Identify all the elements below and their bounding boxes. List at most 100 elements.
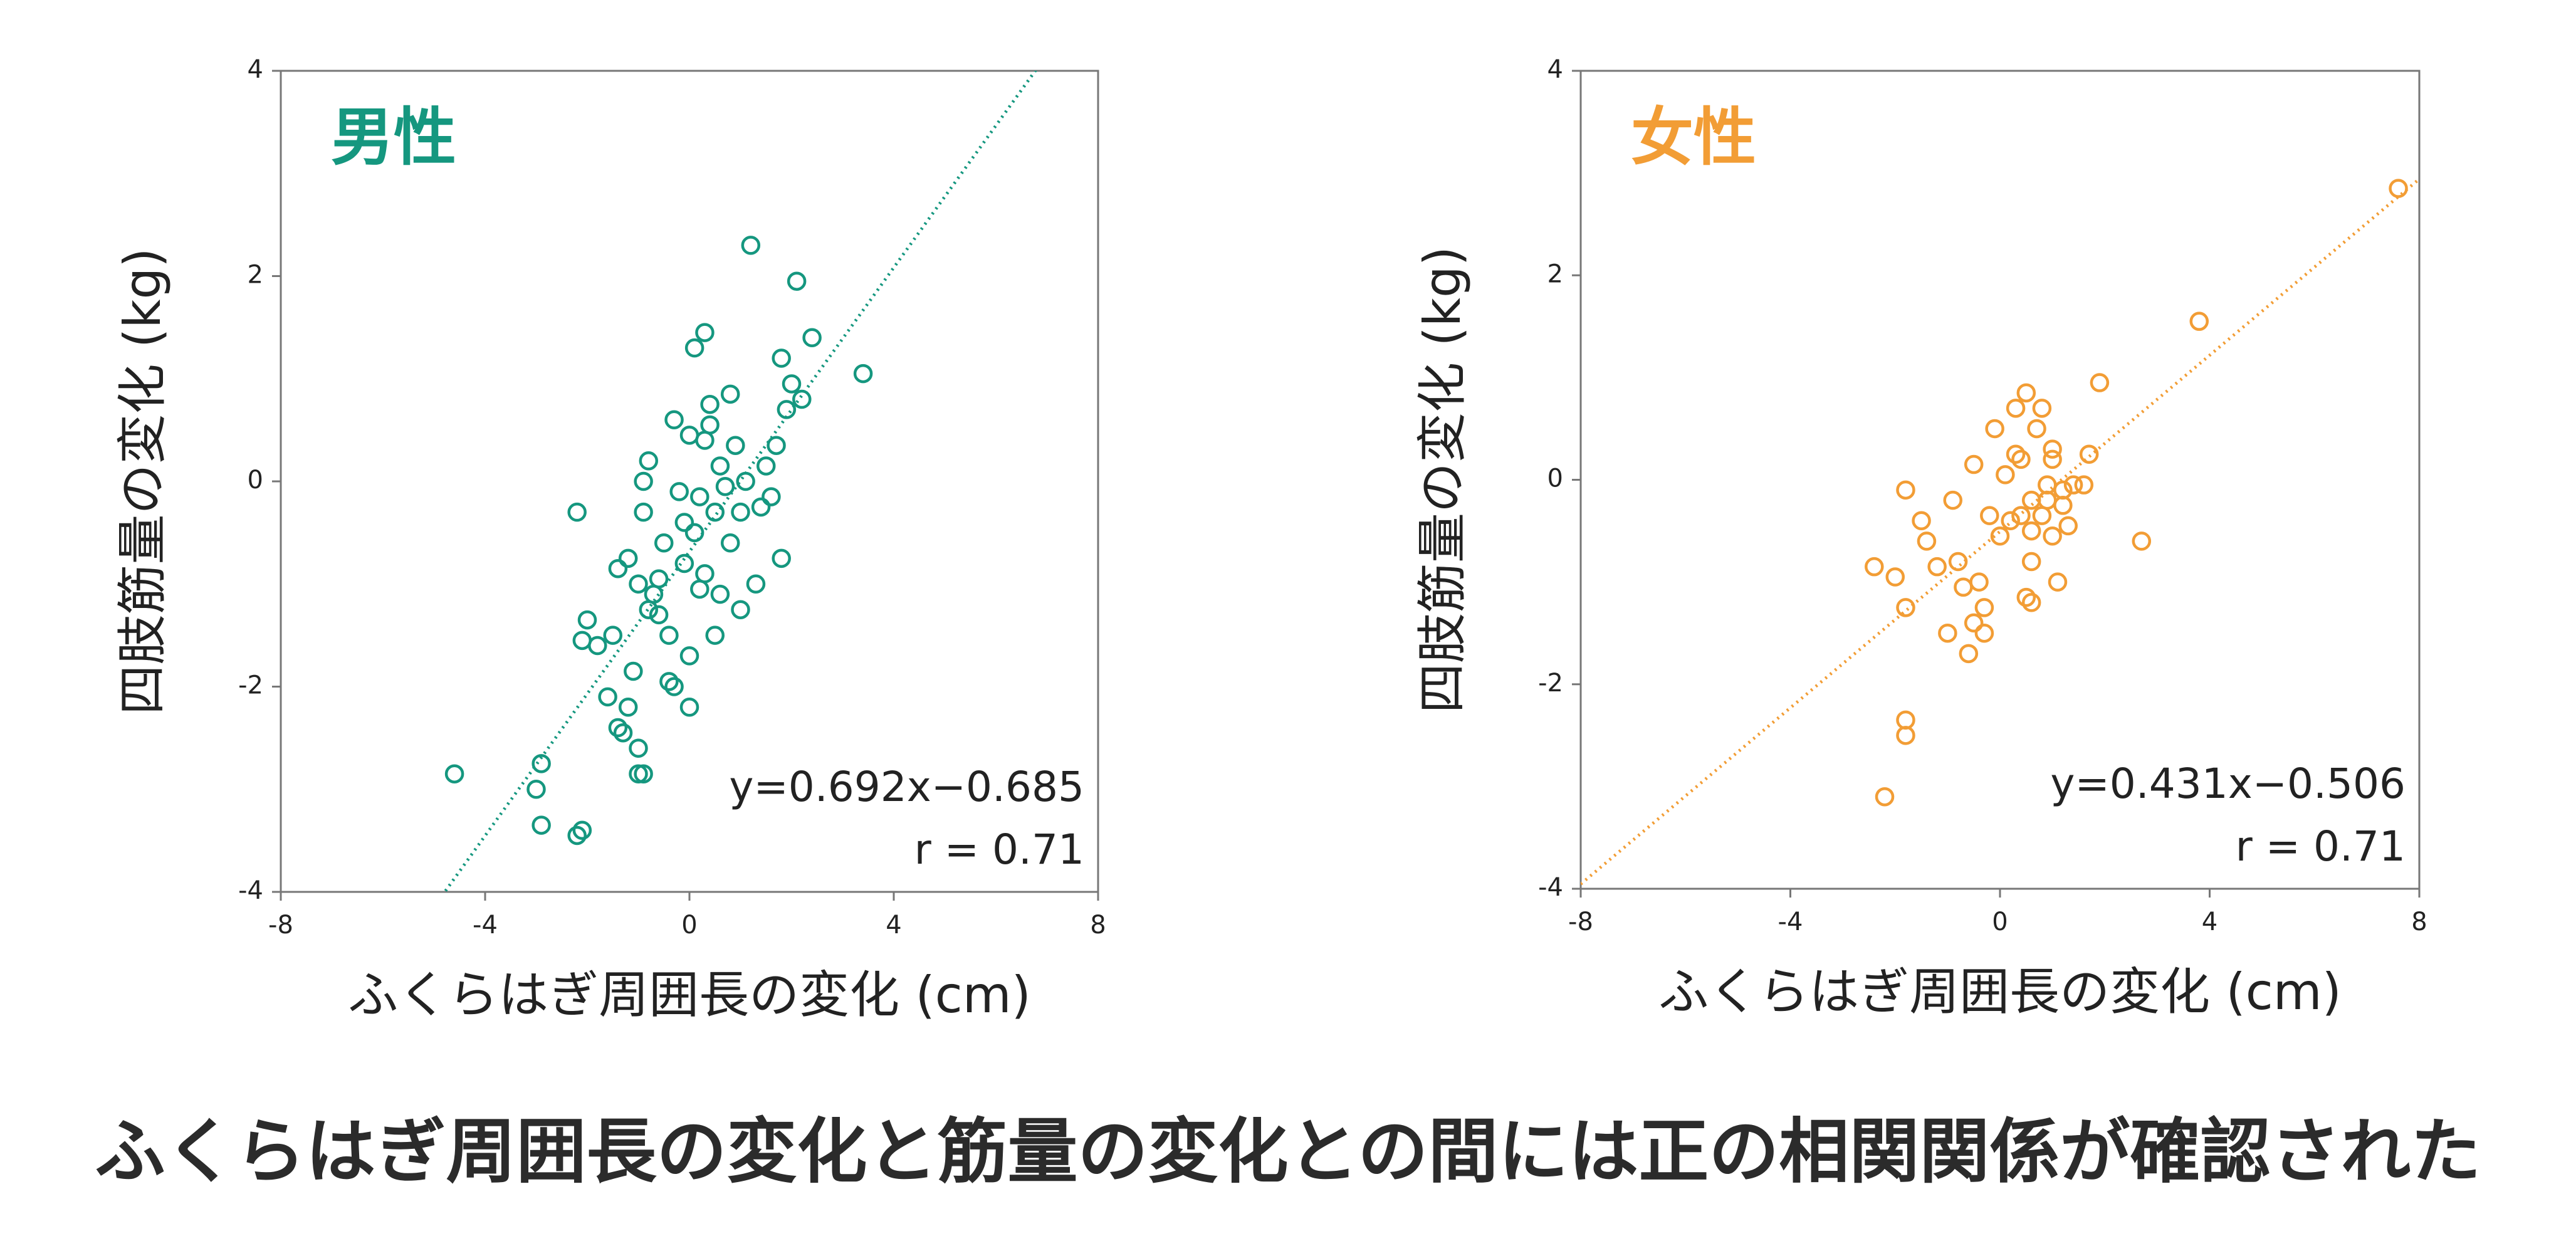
point [634, 764, 653, 783]
point [853, 364, 873, 384]
point [2048, 572, 2068, 592]
y-tick-label: 0 [1547, 464, 1563, 493]
point [2053, 496, 2073, 515]
point [1974, 623, 1994, 643]
point [695, 564, 715, 584]
point [690, 579, 709, 599]
point [444, 764, 464, 783]
point [2027, 419, 2046, 439]
x-axis-label: ふくらはぎ周囲長の変化 (cm) [348, 966, 1031, 1024]
caption: ふくらはぎ周囲長の変化と筋量の変化との間には正の相関関係が確認された [95, 1111, 2481, 1193]
point [2021, 521, 2041, 541]
equation: y=0.692x−0.685 [729, 763, 1084, 811]
point [1990, 526, 2010, 546]
point [2090, 373, 2110, 392]
chart-title: 男性 [331, 100, 456, 174]
point [1865, 557, 1884, 577]
point [567, 502, 587, 522]
point [705, 502, 725, 522]
point [1948, 552, 1968, 572]
r-label: r = 0.71 [2236, 822, 2406, 871]
point [772, 548, 791, 568]
point [741, 236, 761, 255]
point [567, 825, 587, 846]
point [1943, 490, 1962, 510]
point [710, 456, 730, 476]
point [654, 533, 674, 553]
trend-line [1581, 177, 2419, 886]
point [2132, 531, 2152, 551]
point [1917, 531, 1937, 551]
point [2189, 312, 2209, 331]
point [757, 456, 776, 476]
point [1969, 572, 1989, 592]
point [2038, 490, 2057, 510]
point [695, 323, 715, 342]
point [2043, 439, 2062, 459]
point [705, 626, 725, 645]
y-tick-label: -2 [238, 671, 263, 700]
x-tick-label: 4 [2202, 908, 2217, 936]
point [674, 553, 694, 573]
point [531, 754, 551, 773]
point [629, 764, 648, 783]
point [1896, 598, 1915, 617]
point [2074, 475, 2094, 495]
y-axis-label: 四肢筋量の変化 (kg) [1413, 246, 1472, 713]
point [715, 476, 735, 496]
point [720, 384, 740, 404]
point [802, 328, 822, 347]
point [772, 348, 791, 368]
point [792, 389, 812, 409]
point [1974, 598, 1994, 617]
point [777, 400, 797, 419]
point [572, 631, 592, 651]
point [695, 431, 715, 450]
point [669, 482, 689, 501]
point [618, 698, 638, 717]
point [726, 436, 745, 455]
point [1896, 726, 1915, 745]
point [1954, 577, 1973, 597]
x-tick-label: 0 [1992, 908, 2008, 936]
point [634, 471, 653, 491]
point [746, 574, 766, 594]
point [624, 661, 643, 681]
point [767, 436, 786, 455]
point [2032, 399, 2052, 418]
point [2079, 444, 2099, 464]
point [531, 815, 551, 835]
r-label: r = 0.71 [914, 825, 1084, 874]
point [1964, 454, 1984, 474]
point [2021, 593, 2041, 612]
point [608, 718, 628, 738]
point [674, 513, 694, 532]
point [664, 410, 684, 429]
point [2011, 449, 2031, 469]
point [2038, 475, 2057, 495]
y-tick-label: 0 [248, 466, 263, 495]
point [629, 738, 648, 758]
point [613, 723, 633, 743]
point [736, 471, 755, 491]
point [751, 497, 771, 517]
point [639, 600, 659, 619]
point [2053, 480, 2073, 500]
point [787, 271, 807, 291]
point [598, 687, 617, 707]
point [2021, 490, 2041, 510]
point [2043, 526, 2062, 546]
point [649, 569, 669, 589]
point [639, 451, 659, 471]
point [629, 574, 648, 594]
point [684, 338, 704, 358]
point [618, 548, 638, 568]
point [649, 605, 669, 625]
point [2006, 399, 2026, 418]
point [762, 487, 781, 506]
point [690, 487, 709, 506]
point [2021, 552, 2041, 572]
point [684, 523, 704, 543]
point [572, 820, 592, 840]
